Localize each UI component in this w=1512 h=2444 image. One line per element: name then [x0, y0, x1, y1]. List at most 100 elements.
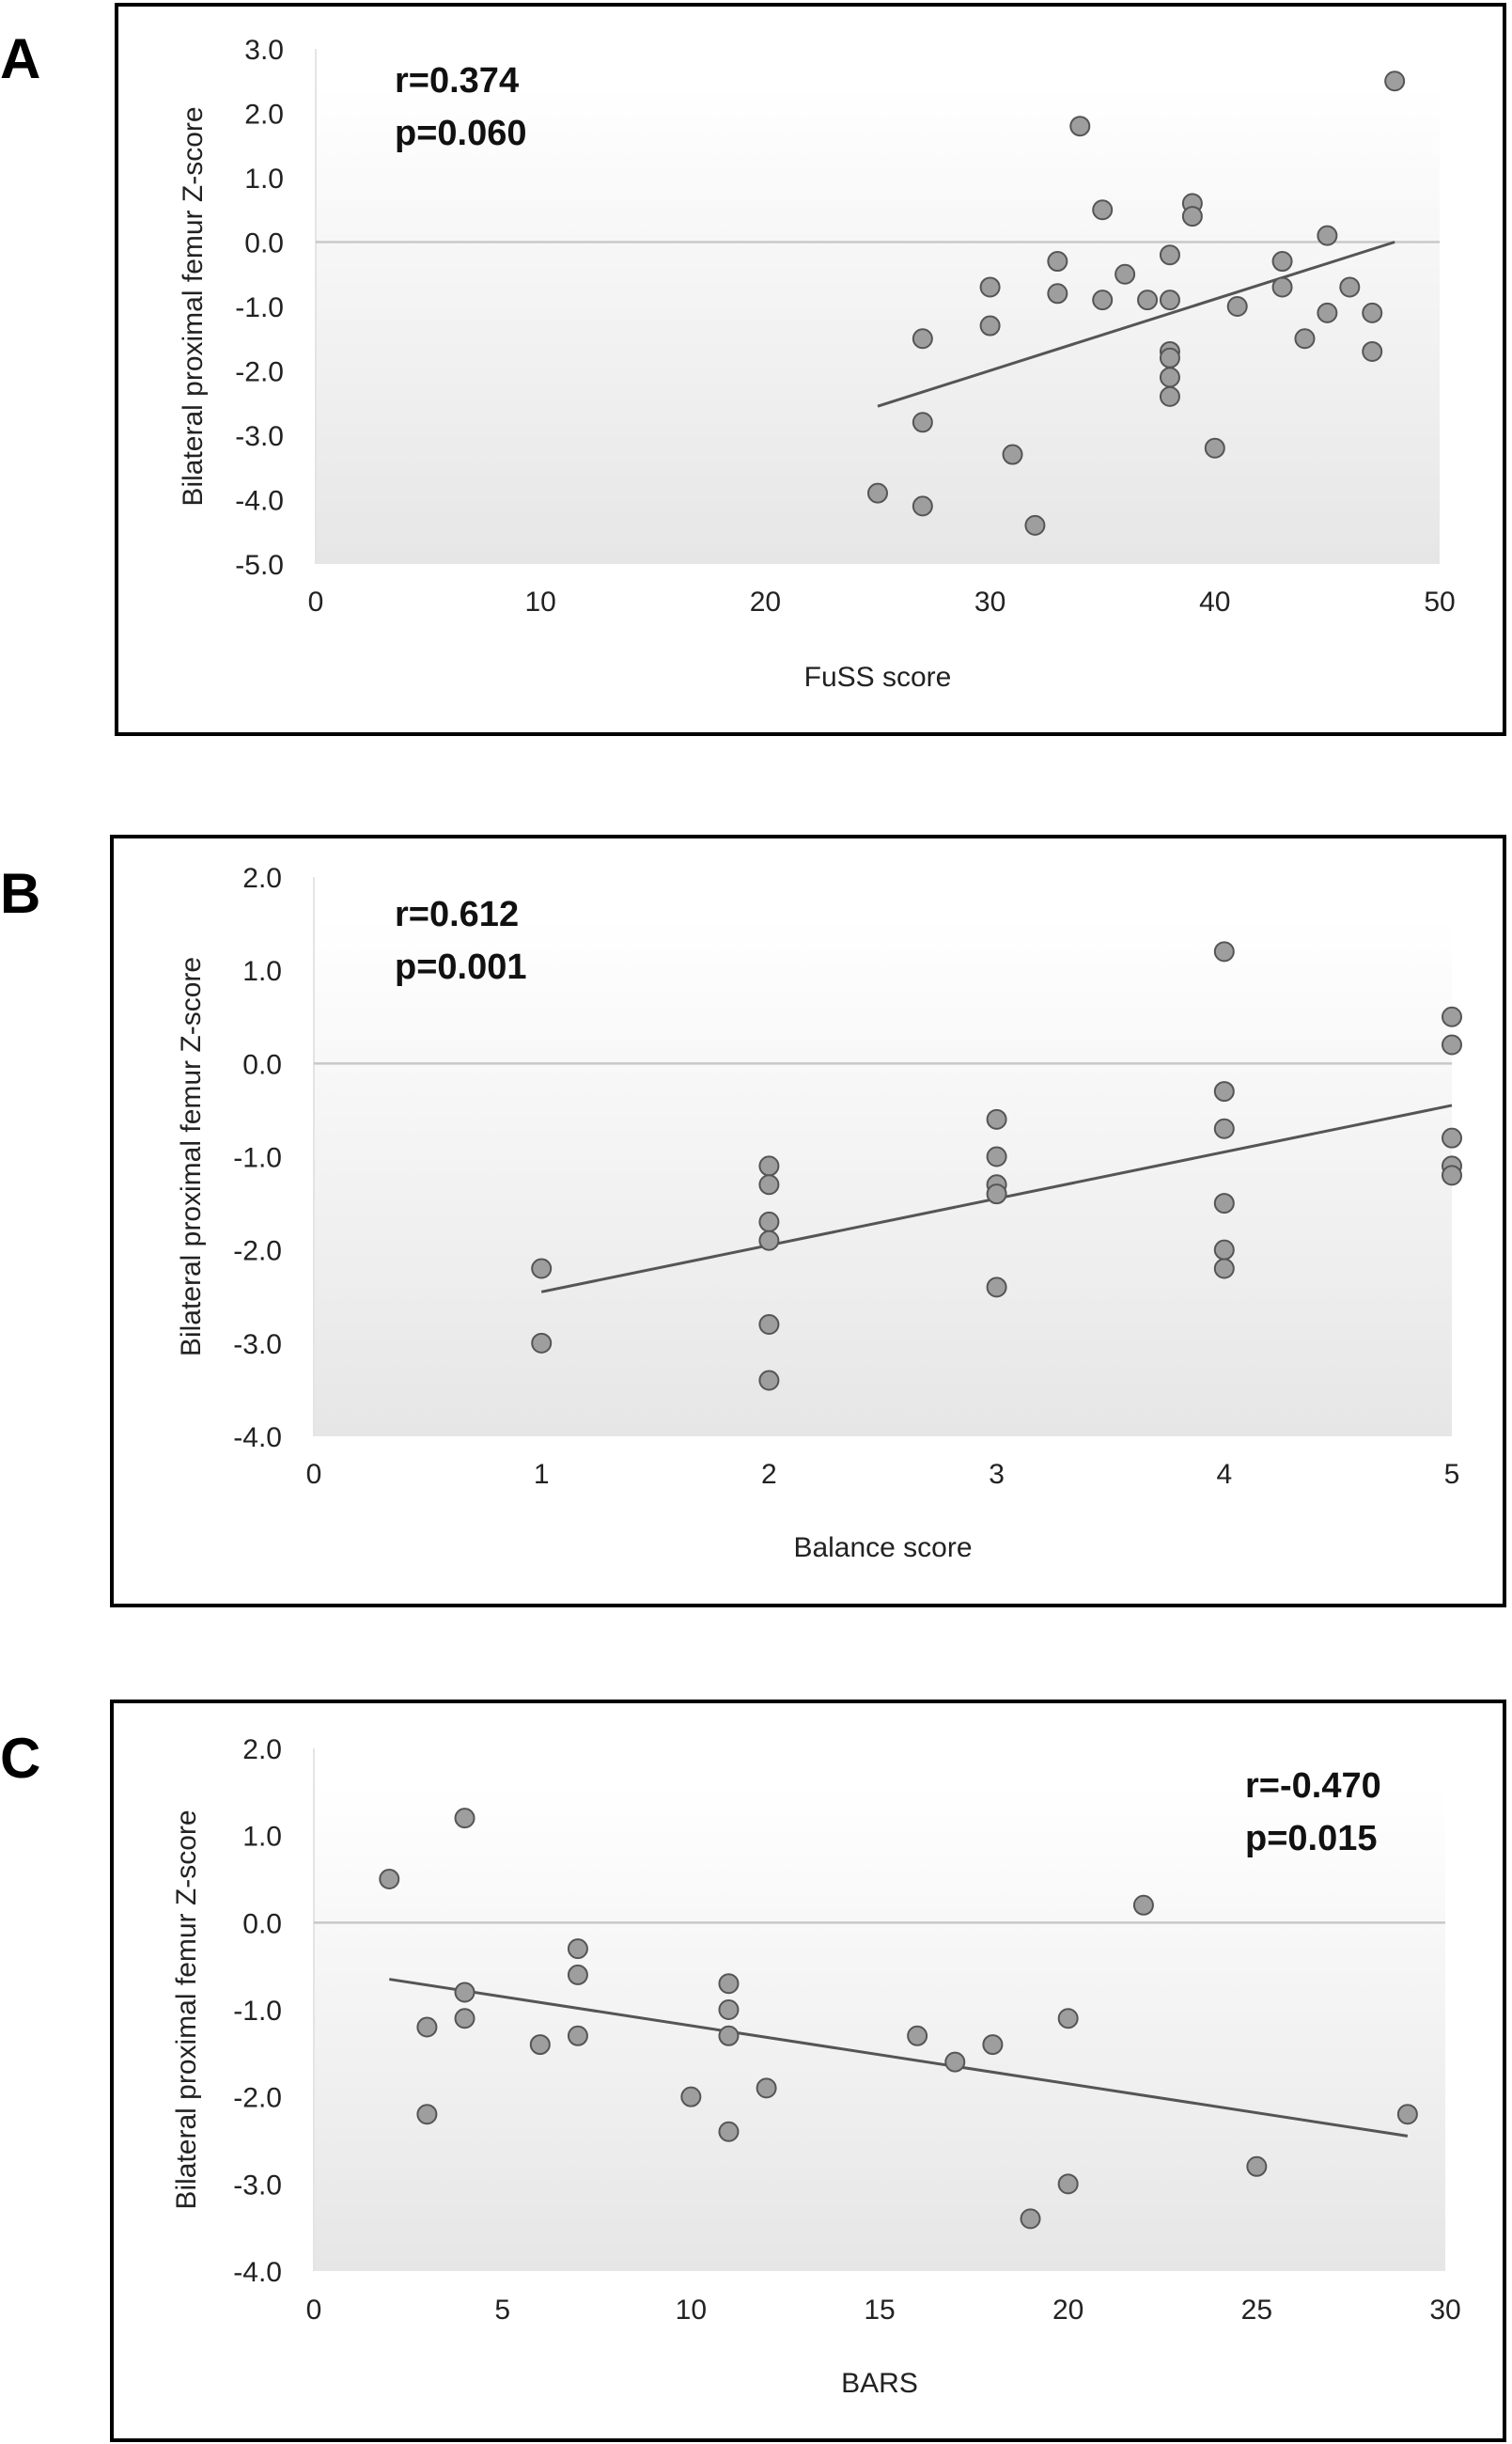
x-axis-label-c: BARS — [841, 2368, 918, 2399]
y-tick-label-a: -4.0 — [235, 486, 284, 517]
data-point-c — [718, 2025, 740, 2046]
data-point-c — [416, 2104, 438, 2125]
data-point-b — [1442, 1034, 1462, 1056]
data-point-b — [986, 1146, 1007, 1167]
data-point-a — [1226, 296, 1248, 317]
stat-label-c: p=0.015 — [1245, 1819, 1378, 1858]
data-point-a — [1204, 437, 1225, 459]
panel-label-a: A — [0, 27, 41, 90]
data-point-a — [1159, 290, 1180, 311]
data-point-b — [1213, 1239, 1235, 1261]
y-tick-label-c: -2.0 — [233, 2083, 282, 2114]
plot-area-c — [314, 1784, 1445, 2271]
y-tick-label-a: 2.0 — [244, 100, 284, 131]
data-point-c — [1057, 2173, 1079, 2195]
data-point-a — [1271, 276, 1293, 298]
x-tick-label-b: 4 — [1216, 1459, 1232, 1490]
data-point-b — [531, 1258, 553, 1279]
data-point-c — [907, 2025, 928, 2046]
data-point-a — [1362, 340, 1383, 362]
y-tick-label-a: -5.0 — [235, 550, 284, 581]
y-axis-label-b: Bilateral proximal femur Z-score — [176, 957, 207, 1356]
data-point-b — [758, 1370, 780, 1391]
x-tick-label-c: 5 — [494, 2295, 510, 2326]
x-tick-label-c: 30 — [1429, 2295, 1460, 2326]
data-point-a — [912, 328, 933, 350]
data-point-b — [758, 1211, 780, 1232]
data-point-a — [1092, 290, 1114, 311]
x-tick-label-b: 1 — [534, 1459, 550, 1490]
data-point-a — [1092, 199, 1114, 221]
data-point-a — [1271, 251, 1293, 273]
y-tick-label-c: 0.0 — [242, 1908, 282, 1939]
data-point-b — [1442, 1127, 1462, 1149]
data-point-b — [1213, 1258, 1235, 1279]
trendline-c — [389, 1978, 1409, 2138]
data-point-b — [531, 1332, 553, 1354]
data-point-a — [1317, 302, 1338, 323]
y-tick-label-a: -1.0 — [235, 292, 284, 323]
x-tick-label-c: 0 — [306, 2295, 322, 2326]
y-tick-label-b: 0.0 — [242, 1049, 282, 1080]
data-point-b — [1213, 1081, 1235, 1103]
data-point-a — [1024, 514, 1046, 536]
data-point-a — [1384, 70, 1406, 92]
data-point-a — [1181, 206, 1203, 227]
y-axis-label-c: Bilateral proximal femur Z-score — [171, 1810, 202, 2209]
data-point-a — [1362, 302, 1383, 323]
data-point-c — [718, 1999, 740, 2020]
data-point-c — [379, 1869, 400, 1889]
y-tick-label-a: 0.0 — [244, 228, 284, 259]
data-point-b — [1442, 1165, 1462, 1186]
data-point-c — [1057, 2008, 1079, 2029]
data-point-c — [1020, 2208, 1041, 2230]
x-tick-label-a: 0 — [308, 587, 324, 618]
data-point-a — [1159, 367, 1180, 388]
data-point-c — [454, 1982, 475, 2003]
stat-label-a: r=0.374 — [395, 61, 519, 101]
stat-label-c: r=-0.470 — [1245, 1766, 1381, 1806]
data-point-b — [758, 1230, 780, 1251]
data-point-b — [986, 1108, 1007, 1130]
data-point-c — [1396, 2104, 1418, 2125]
data-point-b — [1213, 1193, 1235, 1214]
x-tick-label-c: 20 — [1052, 2295, 1083, 2326]
data-point-a — [1159, 244, 1180, 266]
data-point-b — [1213, 941, 1235, 963]
data-point-a — [912, 495, 933, 517]
data-point-c — [454, 1808, 475, 1829]
data-point-c — [718, 1973, 740, 1995]
data-point-b — [1213, 1118, 1235, 1139]
y-tick-label-c: -1.0 — [233, 1996, 282, 2027]
x-tick-label-c: 25 — [1241, 2295, 1272, 2326]
data-point-a — [1047, 251, 1068, 273]
data-point-c — [680, 2086, 702, 2107]
data-point-b — [758, 1174, 780, 1196]
x-tick-label-c: 10 — [676, 2295, 707, 2326]
y-axis-label-a: Bilateral proximal femur Z-score — [178, 106, 209, 506]
data-point-a — [979, 276, 1001, 298]
x-axis-label-a: FuSS score — [804, 662, 952, 693]
y-tick-label-b: -4.0 — [233, 1422, 282, 1453]
data-point-c — [982, 2034, 1004, 2056]
data-point-b — [1442, 1006, 1462, 1027]
data-point-a — [1002, 444, 1023, 465]
y-tick-label-b: 1.0 — [242, 956, 282, 987]
data-point-b — [758, 1155, 780, 1177]
y-tick-label-c: 2.0 — [242, 1734, 282, 1765]
x-tick-label-a: 20 — [750, 587, 781, 618]
x-tick-label-a: 10 — [525, 587, 556, 618]
panel-label-b: B — [0, 862, 41, 925]
x-tick-label-b: 3 — [989, 1459, 1005, 1490]
data-point-c — [718, 2121, 740, 2142]
x-axis-label-b: Balance score — [793, 1532, 972, 1563]
y-tick-label-b: 2.0 — [242, 863, 282, 894]
y-tick-label-c: -4.0 — [233, 2257, 282, 2288]
data-point-b — [986, 1277, 1007, 1298]
data-point-a — [1159, 347, 1180, 368]
plot-area-b — [314, 916, 1452, 1436]
x-tick-label-b: 2 — [761, 1459, 777, 1490]
x-tick-label-a: 40 — [1199, 587, 1230, 618]
data-point-a — [867, 482, 888, 504]
